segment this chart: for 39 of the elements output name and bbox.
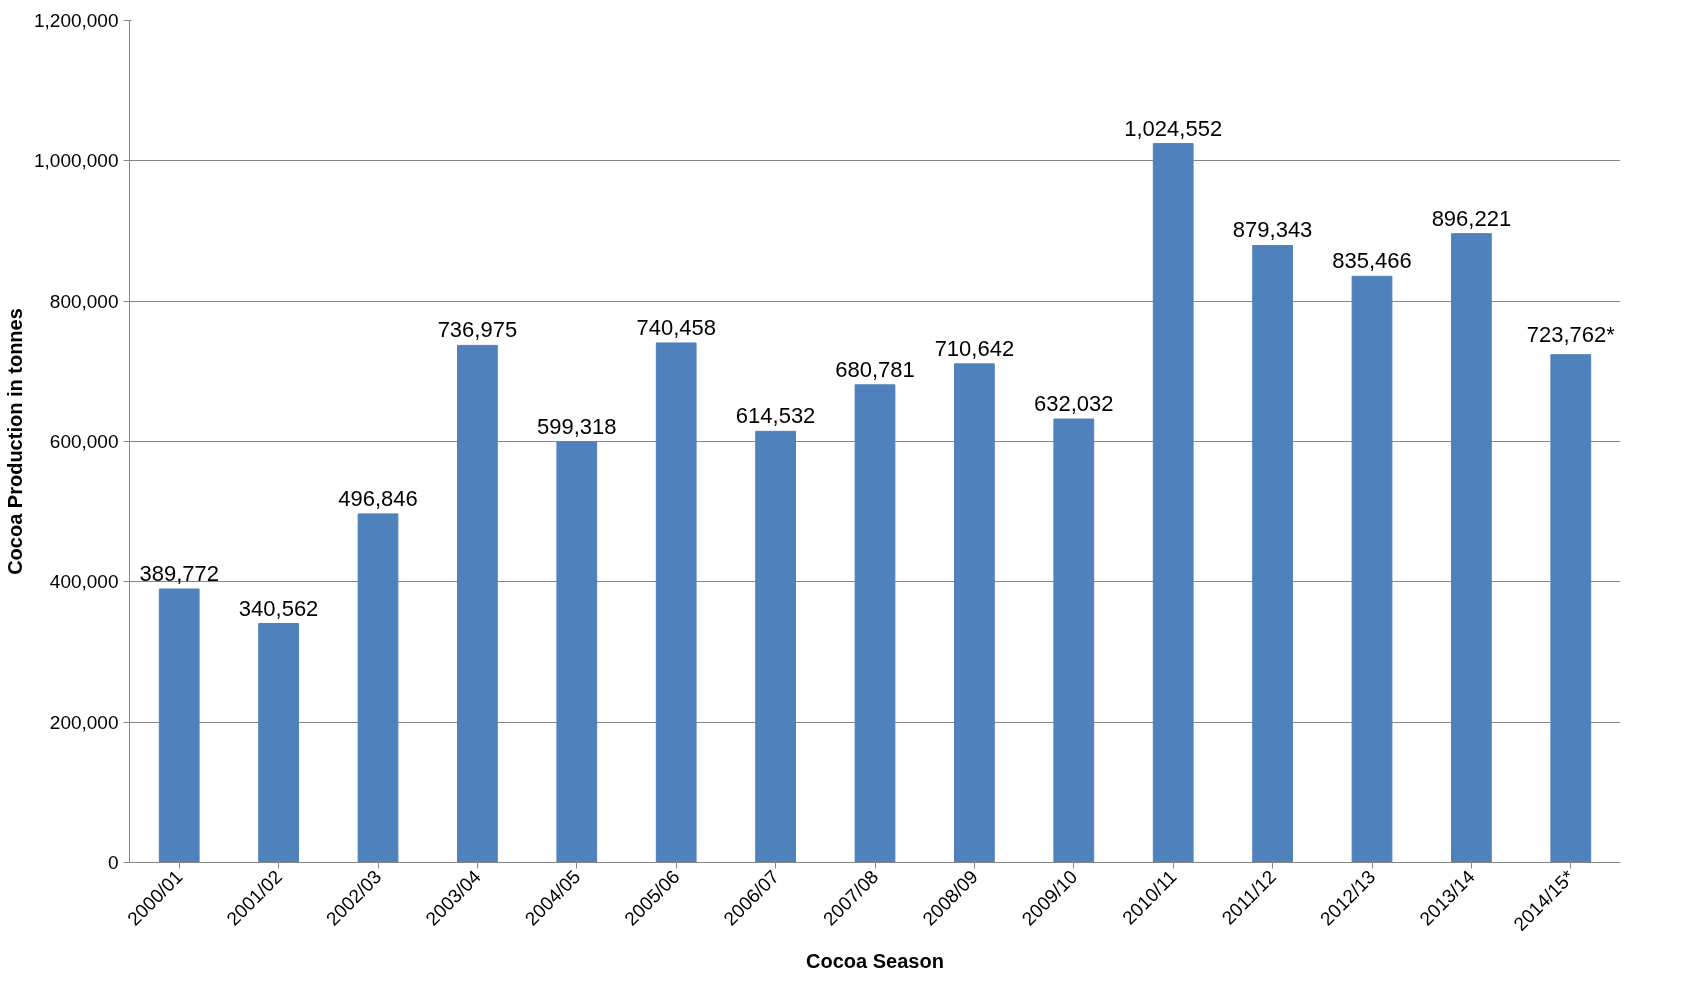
y-tick-label: 0 bbox=[107, 852, 119, 873]
y-tick-label: 1,200,000 bbox=[33, 10, 119, 31]
bar bbox=[1550, 354, 1592, 863]
data-label: 614,532 bbox=[735, 403, 816, 429]
bar bbox=[655, 342, 697, 863]
bar bbox=[854, 384, 896, 863]
data-label: 340,562 bbox=[238, 595, 319, 621]
y-tick-label: 1,000,000 bbox=[33, 150, 119, 172]
bar bbox=[954, 363, 995, 863]
y-tick-label: 600,000 bbox=[49, 431, 119, 452]
data-label: 680,781 bbox=[835, 356, 915, 382]
y-tick-label: 400,000 bbox=[49, 571, 119, 593]
data-label: 896,221 bbox=[1431, 205, 1512, 231]
data-label: 736,975 bbox=[437, 317, 518, 343]
data-label: 632,032 bbox=[1034, 391, 1114, 417]
bar bbox=[258, 623, 299, 863]
data-label: 835,466 bbox=[1332, 248, 1412, 274]
bar bbox=[457, 344, 498, 863]
x-axis-title: Cocoa Season bbox=[806, 950, 944, 973]
data-label: 389,772 bbox=[139, 561, 219, 587]
bar bbox=[1053, 418, 1095, 863]
data-label: 496,846 bbox=[338, 485, 418, 511]
data-label: 710,642 bbox=[934, 335, 1015, 361]
data-label: 879,343 bbox=[1232, 217, 1313, 243]
y-tick-label: 800,000 bbox=[49, 290, 119, 312]
data-label: 740,458 bbox=[636, 314, 716, 340]
bar bbox=[158, 588, 200, 863]
bar bbox=[1451, 233, 1492, 863]
bar bbox=[1351, 275, 1393, 863]
bar bbox=[556, 441, 598, 863]
bar bbox=[1252, 244, 1293, 863]
data-label: 599,318 bbox=[537, 413, 617, 439]
y-axis-title: Cocoa Production in tonnes bbox=[3, 308, 26, 575]
data-label: 723,762* bbox=[1526, 321, 1616, 347]
bar bbox=[357, 513, 399, 863]
bar bbox=[1152, 143, 1194, 863]
data-label: 1,024,552 bbox=[1124, 115, 1223, 141]
bar bbox=[755, 430, 796, 863]
y-tick-label: 200,000 bbox=[49, 711, 119, 733]
